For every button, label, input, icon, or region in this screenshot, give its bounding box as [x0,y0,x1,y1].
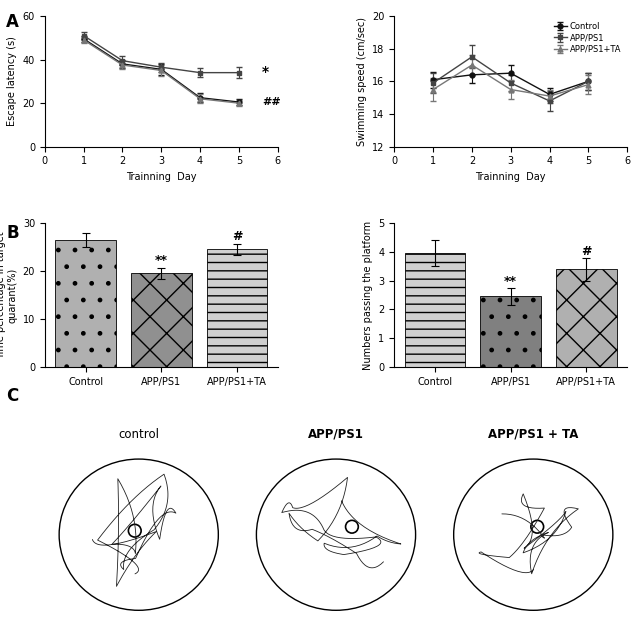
Bar [556,269,616,367]
Bar [405,253,465,367]
Text: **: ** [155,254,168,266]
Bar [207,249,267,367]
Text: B: B [6,224,19,242]
Text: **: ** [504,275,517,288]
Y-axis label: Time percentage in target
quarant(%): Time percentage in target quarant(%) [0,231,17,358]
Y-axis label: Swimming speed (cm/sec): Swimming speed (cm/sec) [356,17,367,146]
Title: APP/PS1 + TA: APP/PS1 + TA [488,427,579,441]
Text: A: A [6,13,19,31]
Text: C: C [6,387,19,404]
Title: APP/PS1: APP/PS1 [308,427,364,441]
Y-axis label: Numbers passing the platform: Numbers passing the platform [363,220,372,369]
Bar [131,273,191,367]
Bar [56,240,116,367]
Title: control: control [118,427,159,441]
Bar [481,296,541,367]
Y-axis label: Escape latency (s): Escape latency (s) [7,36,17,127]
X-axis label: Trainning  Day: Trainning Day [476,172,546,182]
Legend: Control, APP/PS1, APP/PS1+TA: Control, APP/PS1, APP/PS1+TA [552,20,623,56]
Text: ##: ## [262,97,281,107]
Text: *: * [262,65,269,79]
Text: #: # [581,245,591,258]
X-axis label: Trainning  Day: Trainning Day [126,172,196,182]
Text: #: # [232,230,242,243]
